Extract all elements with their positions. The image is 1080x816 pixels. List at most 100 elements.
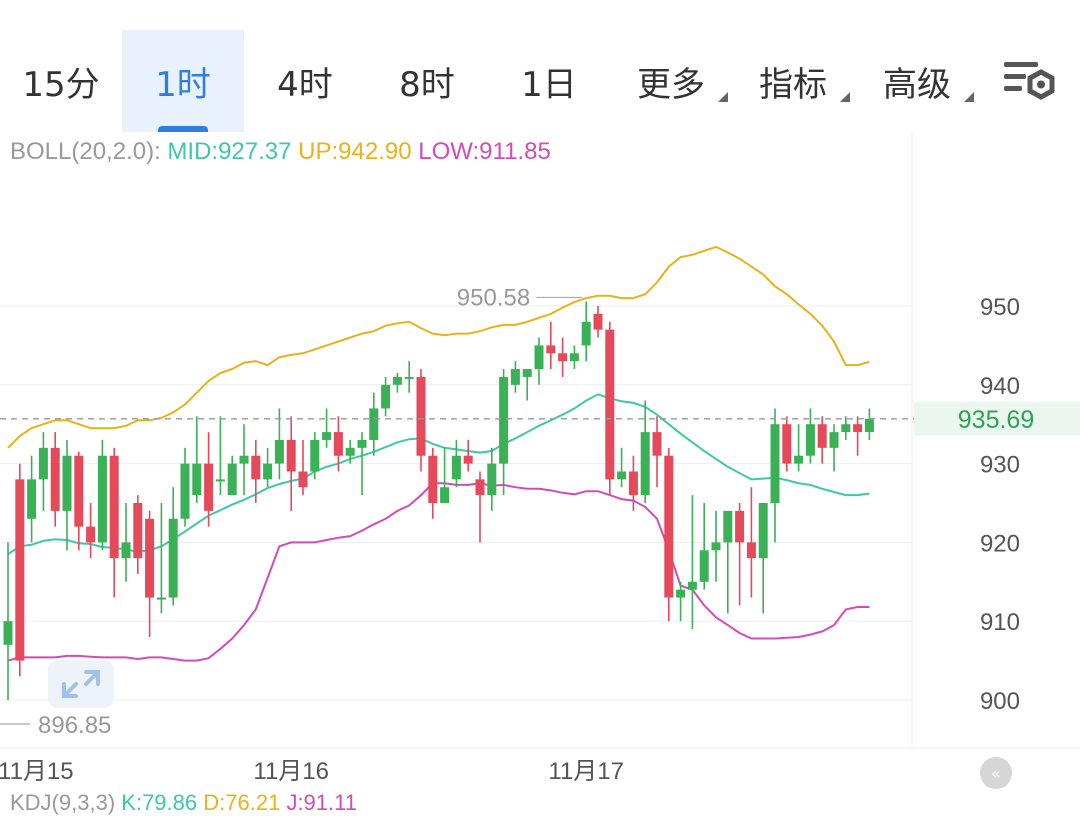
candle-body <box>62 455 72 511</box>
candle-body <box>86 526 96 543</box>
candle-body <box>74 455 84 527</box>
x-tick-label: 11月17 <box>548 758 624 782</box>
candle-body <box>416 376 426 456</box>
candle-body <box>864 418 874 433</box>
min-price-label: 896.85 <box>38 712 111 739</box>
candle-body <box>569 353 579 362</box>
candle-body <box>699 550 709 582</box>
candle-body <box>711 542 721 551</box>
tab-0[interactable]: 15分 <box>0 30 122 132</box>
candle-body <box>227 463 237 496</box>
candle-body <box>440 487 450 503</box>
candle-body <box>251 455 261 480</box>
candle-body <box>204 463 214 511</box>
candle-body <box>687 581 697 590</box>
candle-body <box>27 479 37 519</box>
candle-body <box>558 353 568 362</box>
candle-body <box>15 479 25 661</box>
candle-body <box>345 447 355 456</box>
dropdown-triangle-icon <box>840 92 850 102</box>
tab-label: 1日 <box>521 64 577 105</box>
timeframe-tabs: 15分 1时 4时 8时 1日 更多 指标 高级 <box>0 30 1080 132</box>
candle-body <box>133 503 143 559</box>
tab-label: 8时 <box>399 64 455 105</box>
candle-body <box>97 455 107 543</box>
y-tick-label: 920 <box>980 530 1020 557</box>
candlestick-chart[interactable]: 950 940 930 920 910 900 11月15 11月16 11月17 950.58 8… <box>0 132 1080 782</box>
boll-low-value: LOW:911.85 <box>418 138 551 165</box>
candle-body <box>392 376 402 385</box>
candle-body <box>640 432 650 496</box>
candle-body <box>628 471 638 496</box>
x-tick-label: 11月16 <box>253 758 329 782</box>
candle-body <box>758 503 768 559</box>
candle-body <box>156 597 166 600</box>
tab-label: 更多 <box>637 64 705 105</box>
tab-label: 4时 <box>277 64 333 105</box>
collapse-indicator-button[interactable]: « <box>980 757 1012 789</box>
y-tick-label: 930 <box>980 452 1020 479</box>
candle-body <box>463 455 473 464</box>
max-price-label: 950.58 <box>457 284 530 311</box>
tab-7[interactable]: 高级 <box>856 30 978 132</box>
candle-body <box>746 542 756 559</box>
candle-body <box>593 313 603 330</box>
candle-body <box>180 463 190 519</box>
candle-body <box>817 424 827 448</box>
candle-body <box>369 408 379 440</box>
candle-body <box>853 424 863 433</box>
candle-body <box>546 345 556 354</box>
candle-body <box>475 479 485 496</box>
candle-body <box>581 321 591 346</box>
chart-settings-icon[interactable] <box>1000 58 1060 106</box>
kdj-name: KDJ(9,3,3) <box>10 790 116 815</box>
candle-body <box>215 479 225 482</box>
tab-6[interactable]: 指标 <box>732 30 854 132</box>
kdj-d-value: D:76.21 <box>203 790 281 815</box>
boll-up-value: UP:942.90 <box>298 138 412 165</box>
candle-body <box>357 439 367 448</box>
double-chevron-left-icon: « <box>991 763 1001 783</box>
candle-body <box>805 424 815 456</box>
candle-body <box>510 369 520 385</box>
candle-body <box>192 463 202 496</box>
boll-lower-line <box>7 482 870 662</box>
candle-body <box>735 510 745 543</box>
candle-body <box>499 376 509 464</box>
candle-body <box>782 424 792 464</box>
candle-body <box>617 471 627 480</box>
candle-body <box>263 463 273 480</box>
candle-body <box>286 439 296 472</box>
y-tick-label: 950 <box>980 294 1020 321</box>
candle-body <box>3 621 13 645</box>
tab-1[interactable]: 1时 <box>122 30 244 132</box>
candle-body <box>109 455 119 559</box>
tab-label: 15分 <box>22 64 100 105</box>
candle-body <box>381 384 391 409</box>
x-tick-label: 11月15 <box>0 758 74 782</box>
candle-body <box>794 455 804 464</box>
tab-label: 1时 <box>155 64 211 105</box>
candle-body <box>770 424 780 503</box>
kdj-k-value: K:79.86 <box>121 790 198 815</box>
boll-mid-value: MID:927.37 <box>167 138 292 165</box>
expand-chart-button[interactable] <box>48 660 114 708</box>
tab-2[interactable]: 4时 <box>244 30 366 132</box>
candle-body <box>664 455 674 598</box>
tab-5[interactable]: 更多 <box>610 30 732 132</box>
kdj-j-value: J:91.11 <box>286 790 357 815</box>
y-tick-label: 900 <box>980 688 1020 715</box>
tab-label: 指标 <box>759 64 827 105</box>
current-price-tag <box>914 401 1080 436</box>
tab-4[interactable]: 1日 <box>488 30 610 132</box>
tab-3[interactable]: 8时 <box>366 30 488 132</box>
candle-body <box>239 455 249 464</box>
candle-body <box>534 345 544 370</box>
boll-upper-line <box>7 245 870 449</box>
boll-name: BOLL(20,2.0): <box>10 138 161 165</box>
candle-body <box>322 432 332 440</box>
candle-body <box>522 369 532 377</box>
tab-label: 高级 <box>883 64 951 105</box>
kdj-legend: KDJ(9,3,3) K:79.86 D:76.21 J:91.11 <box>10 790 357 816</box>
candle-body <box>298 471 308 488</box>
